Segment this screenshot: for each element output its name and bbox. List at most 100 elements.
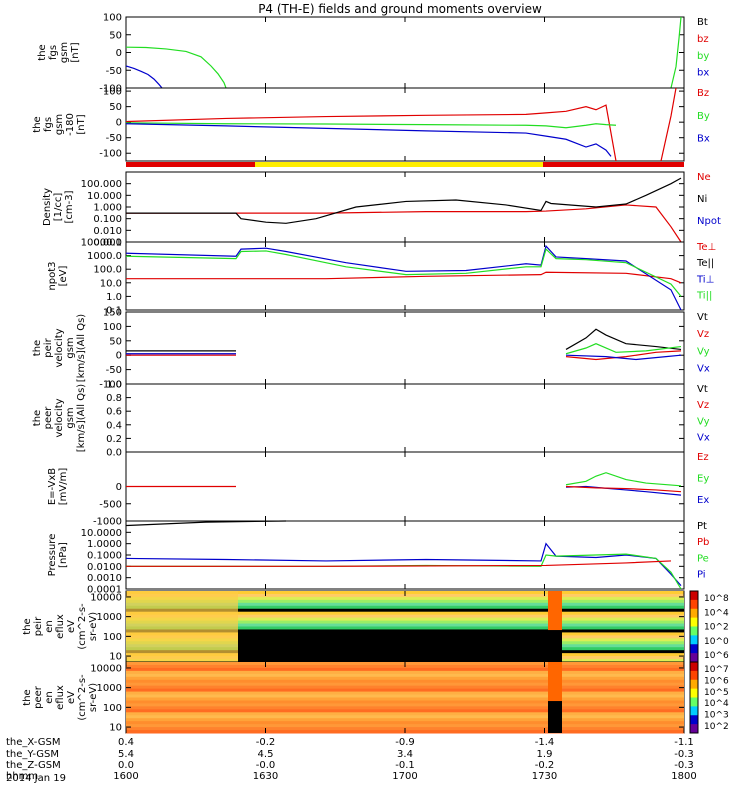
y-axis-label: [km/s](All Qs) [76,384,87,452]
x-axis-row-label: hhmm [6,771,38,782]
heatmap-band [126,617,684,622]
y-tick-label: -100 [99,149,122,160]
panel-pressure [125,520,685,590]
y-tick-label: 0.010 [93,226,122,237]
y-tick-label: -500 [99,499,122,510]
colorbar-tick-label: 10^2 [704,722,729,732]
colorbar-tick-label: 10^7 [704,665,729,675]
colorbar-frame [689,661,699,734]
y-axis-label: the [32,116,43,132]
legend-entry: Ez [697,452,709,463]
y-tick-label: 10 [109,723,122,734]
y-axis-label: [km/s](All Qs) [76,314,87,382]
date-label: 2014 Jan 19 [6,773,66,784]
legend-entry: Bt [697,17,708,28]
panel-peer-spectrogram [125,661,699,734]
y-axis-label: the [22,689,33,705]
x-axis-tick-value: -0.2 [256,737,276,748]
y-axis-label: [eV] [58,266,69,287]
series-Vx [565,354,682,361]
y-tick-label: 50 [109,336,122,347]
series-Vy [565,343,682,355]
heatmap-band [126,703,684,707]
x-axis-row-label: the_Y-GSM [6,749,59,760]
x-axis-tick-value: -0.9 [395,737,415,748]
colorbar-segment [690,688,698,698]
heatmap-gap-dark [548,701,562,733]
y-axis-label: gsm [65,337,76,358]
heatmap-band [126,611,684,616]
legend-entry: By [697,111,710,122]
panel-fgs-dsl [125,87,685,162]
x-axis-tick-value: 0.0 [118,760,134,771]
heatmap-band [126,691,684,696]
heatmap-band [126,596,684,601]
legend-entry: Pb [697,537,709,548]
y-tick-label: 100 [103,632,122,643]
legend-entry: Ey [697,474,709,485]
legend-entry: Vz [697,329,709,340]
y-axis-label: Pressure [47,534,58,577]
legend-entry: Ni [697,194,707,205]
series-Ti⊥ [125,244,682,311]
colorbar-tick-label: 10^2 [704,623,729,633]
colorbar-segment [690,706,698,716]
x-axis-row-label: the_X-GSM [6,737,60,748]
x-axis-tick-value: -1.4 [535,737,555,748]
colorbar-tick-label: 10^6 [704,651,729,661]
x-axis-tick-value: -0.1 [395,760,415,771]
legend-entry: Ex [697,495,709,506]
x-axis-tick-value: -1.1 [674,737,694,748]
legend-entry: Ti⊥ [696,274,714,285]
heatmap-band [126,706,684,710]
series-Pi [125,542,682,586]
x-axis-tick-value: 1630 [253,771,278,782]
panel-peir-spectrogram [125,590,699,663]
y-tick-label: 0.0001 [87,585,122,596]
y-axis-label: [1/cc] [53,193,64,222]
y-axis-label: sr-eV) [88,612,99,641]
y-axis-label: E=-VxB [47,468,58,505]
x-axis-tick-value: -0.3 [674,760,694,771]
y-tick-label: 10000 [90,592,122,603]
orbit-bar-yellow [255,162,543,167]
x-axis-tick-value: 1600 [113,771,138,782]
y-axis-label: the [37,44,48,60]
y-axis-label: [cm-3] [64,190,75,223]
series-Bx [125,123,612,157]
x-axis-tick-value: -0.3 [674,749,694,760]
y-tick-label: 0.100 [93,214,122,225]
panel-density [125,171,685,243]
colorbar-tick-label: 10^6 [704,676,729,686]
y-axis-label: the [32,340,43,356]
y-tick-label: 100.0 [93,265,122,276]
legend-entry: Bz [697,88,709,99]
heatmap-band [126,673,684,678]
y-axis-label: velocity [54,328,65,367]
y-tick-label: 0 [116,351,122,362]
y-tick-label: -1000 [93,517,122,528]
panel-peer-velocity [125,383,685,453]
y-axis-label: velocity [54,398,65,437]
heatmap-block [126,591,238,662]
x-axis-tick-value: 1700 [392,771,417,782]
x-axis-tick-value: 1.9 [537,749,553,760]
series-Ez [565,485,682,493]
y-tick-label: 1.0000 [87,539,122,550]
y-tick-label: 0.6 [106,407,122,418]
y-axis-label: en [44,620,55,633]
y-axis-label: [mV/m] [58,468,69,506]
y-tick-label: 100 [103,703,122,714]
heatmap-band [126,688,684,693]
y-tick-label: 10000 [90,663,122,674]
legend-entry: Vx [697,363,710,374]
y-axis-label: the [22,618,33,634]
y-tick-label: 10.000 [87,191,122,202]
colorbar-segment [690,644,698,654]
y-axis-label: npot3 [47,261,58,290]
colorbar-tick-label: 10^4 [704,699,729,709]
heatmap-band [126,614,684,619]
colorbar-tick-label: 10^5 [704,688,729,698]
heatmap-band [126,724,684,728]
y-tick-label: 1000 [97,612,122,623]
